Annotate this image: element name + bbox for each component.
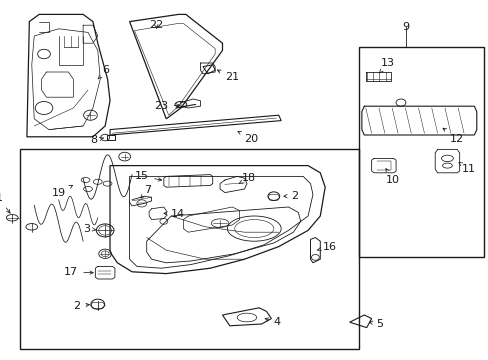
Text: 17: 17: [64, 267, 93, 277]
Text: 13: 13: [379, 58, 394, 73]
Text: 23: 23: [154, 101, 180, 111]
Text: 16: 16: [317, 242, 336, 252]
Text: 11: 11: [458, 162, 475, 174]
Text: 9: 9: [402, 22, 408, 32]
Text: 6: 6: [98, 65, 109, 79]
Text: 2: 2: [73, 301, 89, 311]
Text: 4: 4: [264, 317, 281, 327]
Text: 21: 21: [217, 70, 239, 82]
Text: 20: 20: [238, 131, 258, 144]
Text: 15: 15: [135, 171, 162, 181]
Text: 18: 18: [239, 173, 256, 183]
Text: 3: 3: [83, 224, 96, 234]
Bar: [359, 47, 483, 257]
Text: 2: 2: [283, 191, 298, 201]
Bar: [20, 149, 359, 349]
Text: 8: 8: [90, 135, 103, 145]
Text: 19: 19: [52, 185, 72, 198]
Text: 22: 22: [149, 20, 163, 30]
Text: 14: 14: [163, 209, 185, 219]
Text: 1: 1: [0, 193, 10, 213]
Text: 12: 12: [442, 128, 463, 144]
Text: 10: 10: [385, 168, 400, 185]
Text: 7: 7: [141, 185, 151, 198]
Text: 5: 5: [368, 319, 383, 329]
